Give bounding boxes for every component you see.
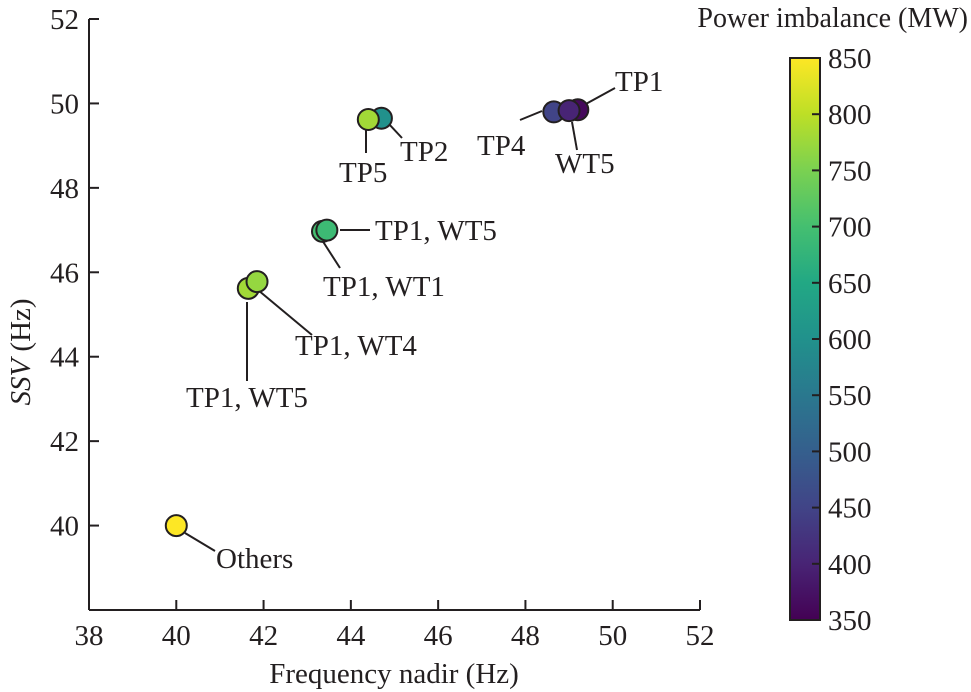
colorbar-tick-label: 700: [828, 212, 872, 244]
colorbar-title: Power imbalance (MW): [697, 3, 968, 34]
y-tick-label: 40: [50, 511, 79, 543]
colorbar: Power imbalance (MW) 350 400 450 500 550 600 6…: [697, 3, 968, 637]
x-axis-title: Frequency nadir (Hz): [269, 658, 519, 690]
leader-others: [184, 532, 216, 552]
data-point: [245, 270, 269, 294]
label-tp1-wt5-upper: TP1, WT5: [375, 215, 497, 247]
y-tick-label: 42: [50, 426, 79, 458]
annotation-labels: Others TP1, WT5 TP1, WT4 TP1, WT1 TP1, W…: [186, 66, 663, 575]
x-tick-label: 46: [424, 620, 453, 652]
y-axis-title: SSV (Hz): [5, 298, 37, 405]
leader-tp1-wt1: [321, 239, 341, 269]
y-tick-label: 48: [50, 173, 79, 205]
leader-tp1: [583, 87, 616, 106]
x-ticks: 38 40 42 44 46 48 50 52: [75, 600, 715, 652]
label-others: Others: [216, 543, 293, 575]
label-tp1-wt4: TP1, WT4: [295, 330, 417, 362]
colorbar-tick-label: 850: [828, 43, 872, 75]
y-tick-label: 46: [50, 257, 79, 289]
x-tick-label: 40: [162, 620, 191, 652]
x-tick-label: 44: [336, 620, 366, 652]
y-tick-label: 44: [50, 342, 80, 374]
leader-tp2: [387, 122, 403, 139]
label-tp1: TP1: [615, 66, 663, 98]
colorbar-ticks: 350 400 450 500 550 600 650 700 750 800 850: [812, 43, 872, 637]
plot-axes: 38 40 42 44 46 48 50 52 40 42 44 46 48 50 52: [50, 4, 715, 652]
label-wt5: WT5: [555, 148, 615, 180]
label-tp4: TP4: [477, 130, 526, 162]
x-tick-label: 42: [249, 620, 278, 652]
x-tick-label: 48: [511, 620, 540, 652]
data-point: [356, 107, 380, 131]
data-point: [557, 99, 581, 123]
data-point: [164, 514, 188, 538]
x-tick-label: 52: [686, 620, 715, 652]
data-points: [164, 98, 590, 538]
colorbar-tick-label: 550: [828, 380, 872, 412]
label-tp1-wt1: TP1, WT1: [323, 271, 445, 303]
colorbar-tick-label: 350: [828, 605, 872, 637]
y-tick-label: 50: [50, 88, 79, 120]
colorbar-tick-label: 600: [828, 324, 872, 356]
leader-wt5: [571, 121, 578, 151]
colorbar-tick-label: 400: [828, 549, 872, 581]
colorbar-tick-label: 500: [828, 436, 872, 468]
label-tp5: TP5: [339, 157, 387, 189]
x-tick-label: 38: [75, 620, 104, 652]
leader-tp4: [519, 110, 543, 121]
x-tick-label: 50: [598, 620, 627, 652]
colorbar-tick-label: 800: [828, 99, 872, 131]
data-point: [315, 218, 339, 242]
colorbar-tick-label: 450: [828, 493, 872, 525]
colorbar-tick-label: 650: [828, 268, 872, 300]
label-tp2: TP2: [400, 136, 448, 168]
leader-tp1-wt4: [257, 289, 313, 336]
y-tick-label: 52: [50, 4, 79, 36]
colorbar-tick-label: 750: [828, 155, 872, 187]
y-ticks: 40 42 44 46 48 50 52: [50, 4, 99, 543]
label-tp1-wt5-lower: TP1, WT5: [186, 382, 308, 414]
